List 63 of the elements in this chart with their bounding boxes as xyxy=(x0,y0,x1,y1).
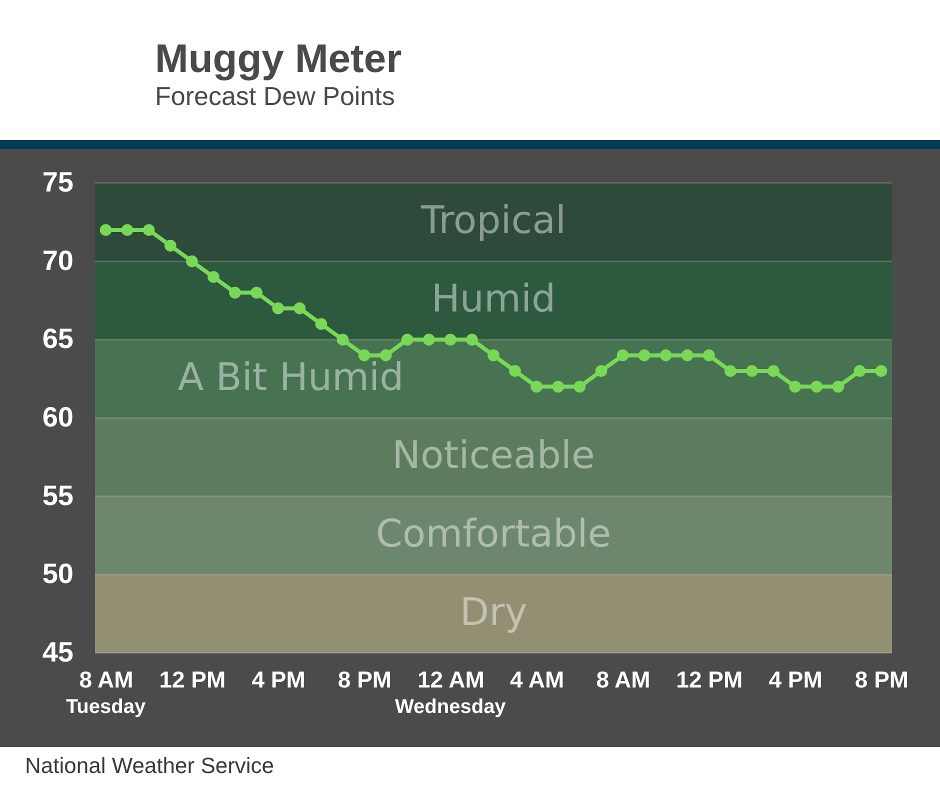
point xyxy=(724,365,736,377)
point xyxy=(530,380,542,393)
y-tick-label: 75 xyxy=(42,166,74,198)
chart-subtitle: Forecast Dew Points xyxy=(155,81,395,111)
point xyxy=(832,380,844,393)
point xyxy=(768,365,780,377)
point xyxy=(595,365,608,377)
point xyxy=(315,318,328,330)
band-label: A Bit Humid xyxy=(178,354,404,399)
x-tick-label: 4 PM xyxy=(768,666,822,692)
y-tick-label: 55 xyxy=(42,480,74,511)
y-tick-label: 65 xyxy=(42,323,74,354)
point xyxy=(466,334,478,346)
point xyxy=(574,380,586,393)
chart-title: Muggy Meter xyxy=(155,37,402,81)
point xyxy=(638,349,650,362)
point xyxy=(746,365,758,377)
point xyxy=(186,255,198,268)
point xyxy=(272,302,284,314)
point xyxy=(660,349,672,362)
point xyxy=(702,349,715,362)
point xyxy=(789,380,801,393)
point xyxy=(121,224,134,236)
point xyxy=(854,365,866,377)
band-label: Humid xyxy=(431,276,556,320)
point xyxy=(509,365,521,377)
point xyxy=(444,334,456,346)
point xyxy=(380,349,392,362)
point xyxy=(336,334,349,346)
point xyxy=(294,302,306,314)
point xyxy=(422,334,435,346)
band-label: Noticeable xyxy=(392,433,595,478)
y-tick-label: 60 xyxy=(42,402,74,432)
point xyxy=(100,224,112,236)
band-label: Comfortable xyxy=(376,512,612,556)
category-label: 12 AM Wednesday xyxy=(395,666,506,718)
point xyxy=(164,240,176,252)
point xyxy=(250,286,262,299)
x-tick-label: 8 AM xyxy=(596,666,650,692)
point xyxy=(488,349,500,362)
point xyxy=(358,349,370,362)
point xyxy=(681,349,694,362)
x-tick-label: 12 PM xyxy=(676,666,743,692)
y-tick-label: 45 xyxy=(42,636,74,668)
point xyxy=(208,271,220,283)
point xyxy=(552,380,564,393)
x-tick-label: 8 PM xyxy=(338,666,392,692)
text: National Weather Service xyxy=(25,753,274,778)
band-label: Tropical xyxy=(420,198,566,242)
y-tick-label: 70 xyxy=(42,244,74,276)
x-tick-label: 4 PM xyxy=(252,666,306,692)
band-label: Dry xyxy=(460,590,528,634)
point xyxy=(229,286,241,299)
point xyxy=(401,334,414,346)
point xyxy=(142,224,155,236)
x-tick-label: 8 PM xyxy=(854,666,909,692)
point xyxy=(616,349,629,362)
point xyxy=(810,380,823,393)
point xyxy=(875,365,888,377)
x-tick-label: 4 AM xyxy=(510,666,564,692)
x-tick-label: 12 PM xyxy=(159,666,226,692)
category-label: 8 AM Tuesday xyxy=(66,666,146,718)
y-tick-label: 50 xyxy=(42,558,74,590)
